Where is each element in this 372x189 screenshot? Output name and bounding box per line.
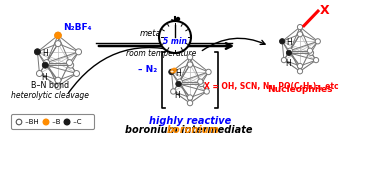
Text: X: X: [320, 4, 330, 17]
Text: H: H: [41, 73, 46, 82]
Text: X = OH, SCN, N₃, PO(C₆H₅)₂, etc: X = OH, SCN, N₃, PO(C₆H₅)₂, etc: [204, 81, 339, 91]
Text: –C: –C: [71, 119, 81, 125]
Circle shape: [68, 62, 74, 68]
Circle shape: [297, 63, 302, 69]
Circle shape: [55, 32, 61, 38]
Circle shape: [297, 25, 302, 30]
Text: boronium intermediate: boronium intermediate: [125, 125, 253, 135]
Circle shape: [76, 49, 81, 55]
Circle shape: [315, 39, 320, 44]
Text: Nucleophiles: Nucleophiles: [267, 84, 333, 94]
Circle shape: [187, 95, 193, 100]
Circle shape: [176, 81, 181, 87]
Circle shape: [74, 70, 80, 77]
Text: highly reactive: highly reactive: [149, 116, 231, 126]
Text: H: H: [176, 69, 181, 78]
Circle shape: [206, 69, 211, 75]
Text: metal-free: metal-free: [140, 29, 183, 38]
Circle shape: [55, 41, 61, 47]
Circle shape: [16, 119, 22, 125]
Circle shape: [159, 21, 191, 53]
Circle shape: [43, 119, 49, 125]
Circle shape: [36, 70, 42, 77]
Circle shape: [314, 57, 319, 63]
FancyBboxPatch shape: [12, 115, 94, 129]
Text: boronium: boronium: [167, 125, 220, 135]
Circle shape: [204, 89, 209, 94]
Circle shape: [288, 48, 293, 53]
Circle shape: [297, 32, 302, 37]
Circle shape: [67, 60, 73, 66]
Circle shape: [308, 50, 314, 55]
Circle shape: [55, 77, 61, 83]
Text: H: H: [286, 38, 292, 47]
Text: heterolytic cleavage: heterolytic cleavage: [11, 91, 89, 99]
Circle shape: [55, 83, 61, 89]
Text: room temperature: room temperature: [126, 49, 197, 58]
Circle shape: [198, 79, 203, 84]
Text: 5 min: 5 min: [163, 36, 187, 46]
Circle shape: [280, 39, 285, 44]
Ellipse shape: [171, 68, 176, 73]
Circle shape: [176, 18, 180, 20]
Circle shape: [307, 48, 312, 53]
Circle shape: [171, 89, 176, 94]
Circle shape: [280, 39, 285, 44]
Circle shape: [35, 49, 41, 55]
Circle shape: [281, 57, 286, 63]
Text: H: H: [42, 49, 48, 58]
Circle shape: [187, 62, 193, 67]
Circle shape: [187, 54, 193, 60]
Text: N₂BF₄: N₂BF₄: [63, 23, 92, 32]
Circle shape: [169, 69, 174, 75]
Circle shape: [177, 79, 182, 84]
Text: – N₂: – N₂: [138, 64, 158, 74]
Circle shape: [286, 50, 292, 55]
Circle shape: [176, 81, 181, 87]
Circle shape: [187, 100, 193, 106]
Text: H: H: [174, 91, 180, 100]
Circle shape: [42, 62, 48, 68]
Text: –B: –B: [50, 119, 61, 125]
Circle shape: [297, 69, 302, 74]
Text: H: H: [285, 59, 291, 68]
Circle shape: [64, 119, 70, 125]
Circle shape: [42, 62, 48, 68]
Circle shape: [286, 50, 292, 55]
Text: –BH: –BH: [23, 119, 39, 125]
Circle shape: [199, 81, 204, 87]
Text: B–N bond: B–N bond: [31, 81, 69, 91]
Circle shape: [44, 60, 49, 66]
Circle shape: [55, 32, 61, 39]
Circle shape: [169, 69, 174, 75]
Text: +: +: [170, 69, 174, 74]
Circle shape: [35, 49, 41, 55]
